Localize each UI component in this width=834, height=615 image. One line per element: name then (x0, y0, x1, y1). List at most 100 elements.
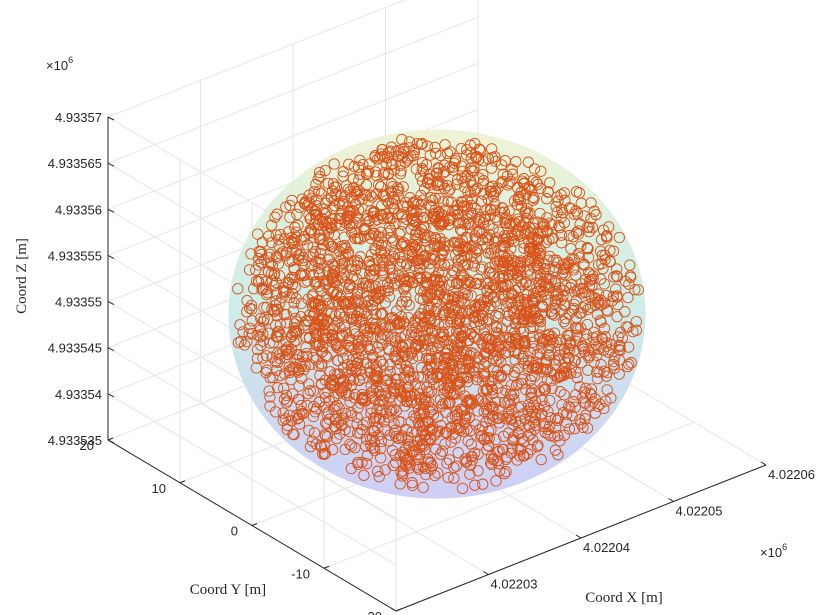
data-point (319, 391, 332, 404)
data-point (611, 311, 623, 323)
data-point (285, 344, 298, 356)
data-point (512, 427, 524, 439)
data-point (383, 254, 395, 266)
data-point (407, 204, 420, 217)
data-point (612, 298, 624, 311)
data-point (499, 213, 511, 225)
data-point (345, 259, 358, 272)
data-point (485, 424, 497, 436)
data-point (310, 278, 322, 290)
data-point (548, 254, 560, 266)
data-point (543, 342, 555, 354)
z-axis-label: Coord Z [m] (14, 238, 30, 314)
data-point (525, 410, 537, 423)
data-point (623, 358, 635, 370)
data-point (591, 308, 604, 320)
data-point (619, 306, 631, 318)
data-point (421, 176, 433, 188)
data-point (280, 201, 292, 213)
data-point (570, 366, 582, 379)
data-point (613, 368, 625, 380)
data-point (387, 459, 399, 472)
data-point (369, 372, 381, 384)
data-point (568, 302, 580, 315)
data-point (363, 215, 375, 228)
data-point (396, 240, 408, 252)
data-point (468, 332, 481, 344)
data-point (274, 228, 287, 241)
data-point (289, 221, 301, 234)
data-point (415, 205, 427, 218)
data-point (406, 277, 419, 289)
data-point (277, 246, 289, 258)
data-point (527, 296, 539, 308)
data-point (471, 374, 483, 386)
data-point (263, 385, 275, 397)
data-point (490, 309, 502, 322)
y-tick (251, 523, 258, 526)
data-point (418, 211, 430, 224)
data-point (384, 222, 396, 234)
data-point (280, 343, 292, 355)
data-point (439, 348, 451, 360)
data-point (308, 227, 320, 239)
data-point (444, 161, 456, 173)
data-point (515, 275, 527, 288)
data-point (537, 381, 550, 393)
data-point (582, 251, 595, 264)
data-point (472, 465, 484, 477)
data-point (395, 148, 408, 160)
data-point (571, 208, 584, 220)
data-point (480, 416, 492, 428)
data-point (330, 432, 343, 445)
data-point (520, 277, 532, 289)
data-point (500, 466, 512, 478)
data-point (541, 278, 553, 290)
data-point (313, 280, 325, 293)
data-point (546, 219, 558, 231)
data-point (347, 374, 360, 386)
data-point (557, 367, 570, 379)
data-point (423, 353, 435, 366)
data-point (309, 406, 321, 418)
data-point (588, 205, 600, 217)
data-point (598, 365, 610, 377)
data-point (437, 196, 449, 208)
data-point (522, 430, 534, 442)
data-point (480, 384, 492, 396)
data-point (500, 300, 513, 313)
data-point (344, 426, 356, 438)
data-point (499, 217, 511, 229)
data-point (499, 155, 511, 167)
data-point (566, 410, 578, 422)
data-point (243, 264, 256, 276)
data-point (448, 266, 460, 278)
data-point (419, 462, 432, 474)
data-point (404, 192, 416, 204)
data-point (602, 346, 614, 358)
data-point (250, 264, 262, 276)
data-point (266, 351, 278, 363)
data-point (417, 481, 429, 494)
data-point (401, 366, 414, 378)
data-point (319, 430, 332, 442)
data-point (506, 287, 518, 300)
data-point (411, 426, 423, 438)
data-point (304, 385, 317, 397)
data-point (349, 360, 361, 373)
data-point (384, 404, 396, 416)
data-point (518, 357, 530, 370)
data-point (470, 246, 482, 258)
z-tick-label: 4.93355 (55, 295, 102, 310)
data-point (303, 209, 315, 221)
data-point (570, 226, 583, 239)
data-point (496, 281, 508, 293)
data-point (351, 411, 363, 423)
data-point (273, 269, 286, 282)
data-point (458, 176, 470, 188)
data-point (589, 343, 601, 356)
data-point (262, 251, 275, 263)
data-point (337, 198, 349, 210)
data-point (507, 301, 519, 314)
data-point (366, 432, 379, 444)
